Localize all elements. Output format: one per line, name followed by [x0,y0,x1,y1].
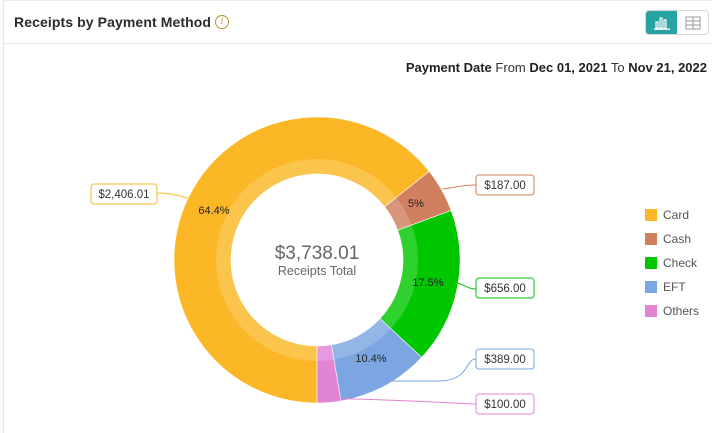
chart-view-button[interactable] [646,11,677,34]
percent-label-card: 64.4% [198,205,229,217]
callout-connector [385,358,477,382]
percent-label-eft: 10.4% [355,353,386,365]
callout-connector [457,282,477,290]
table-view-button[interactable] [677,11,708,34]
slice-card[interactable] [173,116,430,404]
legend-swatch [645,305,657,317]
value-label-eft: $389.00 [484,354,526,366]
legend-swatch [645,281,657,293]
callout-connector [441,184,477,190]
date-range: Payment Date From Dec 01, 2021 To Nov 21… [405,60,707,75]
value-callout-box [475,174,535,196]
center-label: Receipts Total [278,264,356,278]
legend-swatch [645,233,657,245]
value-callout-box [475,277,535,299]
value-callout-box [475,393,535,415]
legend-swatch [645,209,657,221]
slice-inner-highlight [384,197,412,231]
value-label-others: $100.00 [484,399,526,411]
view-toggle [645,10,709,35]
info-icon[interactable]: i [215,15,229,29]
legend-item-cash[interactable]: Cash [645,227,699,251]
slice-inner-highlight [331,318,391,360]
legend-item-eft[interactable]: EFT [645,275,699,299]
chart-legend: Card Cash Check EFT Others [645,203,699,323]
slice-inner-highlight [379,225,418,329]
widget-title: Receipts by Payment Method [14,14,212,30]
slice-inner-highlight [317,344,334,361]
legend-item-check[interactable]: Check [645,251,699,275]
value-label-card: $2,406.01 [98,189,149,201]
slice-others[interactable] [316,344,342,404]
date-range-label: Payment Date [405,60,492,75]
percent-label-cash: 5% [408,198,424,210]
bar-chart-icon [653,16,670,30]
value-label-cash: $187.00 [484,180,526,192]
value-callout-box [475,348,535,370]
legend-swatch [645,257,657,269]
percent-label-check: 17.5% [412,277,443,289]
legend-item-others[interactable]: Others [645,299,699,323]
value-callout-box [90,183,158,205]
center-total: $3,738.01 [275,243,360,264]
callout-connector [156,192,189,199]
table-grid-icon [685,16,700,29]
legend-item-card[interactable]: Card [645,203,699,227]
value-label-check: $656.00 [484,283,526,295]
widget-header: Receipts by Payment Method i [4,1,712,44]
callout-connector [317,397,477,405]
date-to: Nov 21, 2022 [628,60,707,75]
date-from: Dec 01, 2021 [529,60,608,75]
